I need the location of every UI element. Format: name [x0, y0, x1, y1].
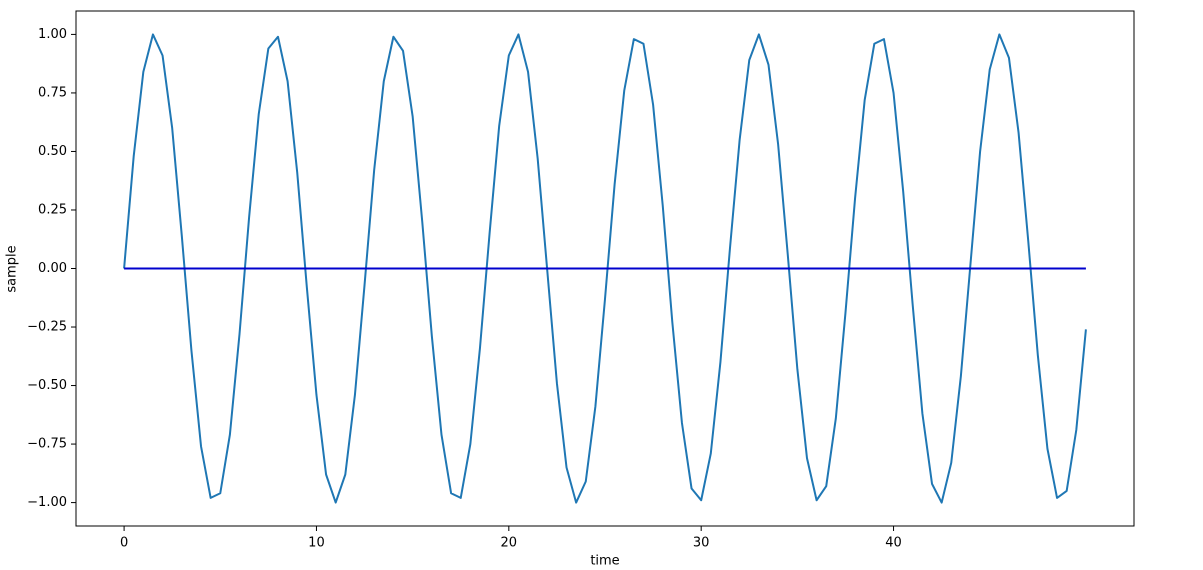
y-tick-label: 0.00	[38, 261, 67, 276]
y-axis-label: sample	[5, 245, 20, 292]
y-tick-label: 1.00	[38, 27, 67, 42]
x-tick-label: 40	[885, 536, 902, 551]
y-tick-label: −0.25	[27, 320, 67, 335]
y-tick-label: −1.00	[27, 495, 67, 510]
x-tick-label: 10	[308, 536, 325, 551]
y-tick-label: 0.75	[38, 85, 67, 100]
x-tick-label: 30	[693, 536, 710, 551]
y-tick-label: −0.50	[27, 378, 67, 393]
x-tick-label: 0	[120, 536, 128, 551]
line-series	[123, 33, 1087, 504]
y-tick-label: 0.25	[38, 202, 67, 217]
plot-frame	[75, 10, 1135, 527]
y-tick-label: −0.75	[27, 437, 67, 452]
x-axis-label: time	[590, 554, 619, 569]
y-tick-label: 0.50	[38, 144, 67, 159]
x-tick-label: 20	[501, 536, 518, 551]
